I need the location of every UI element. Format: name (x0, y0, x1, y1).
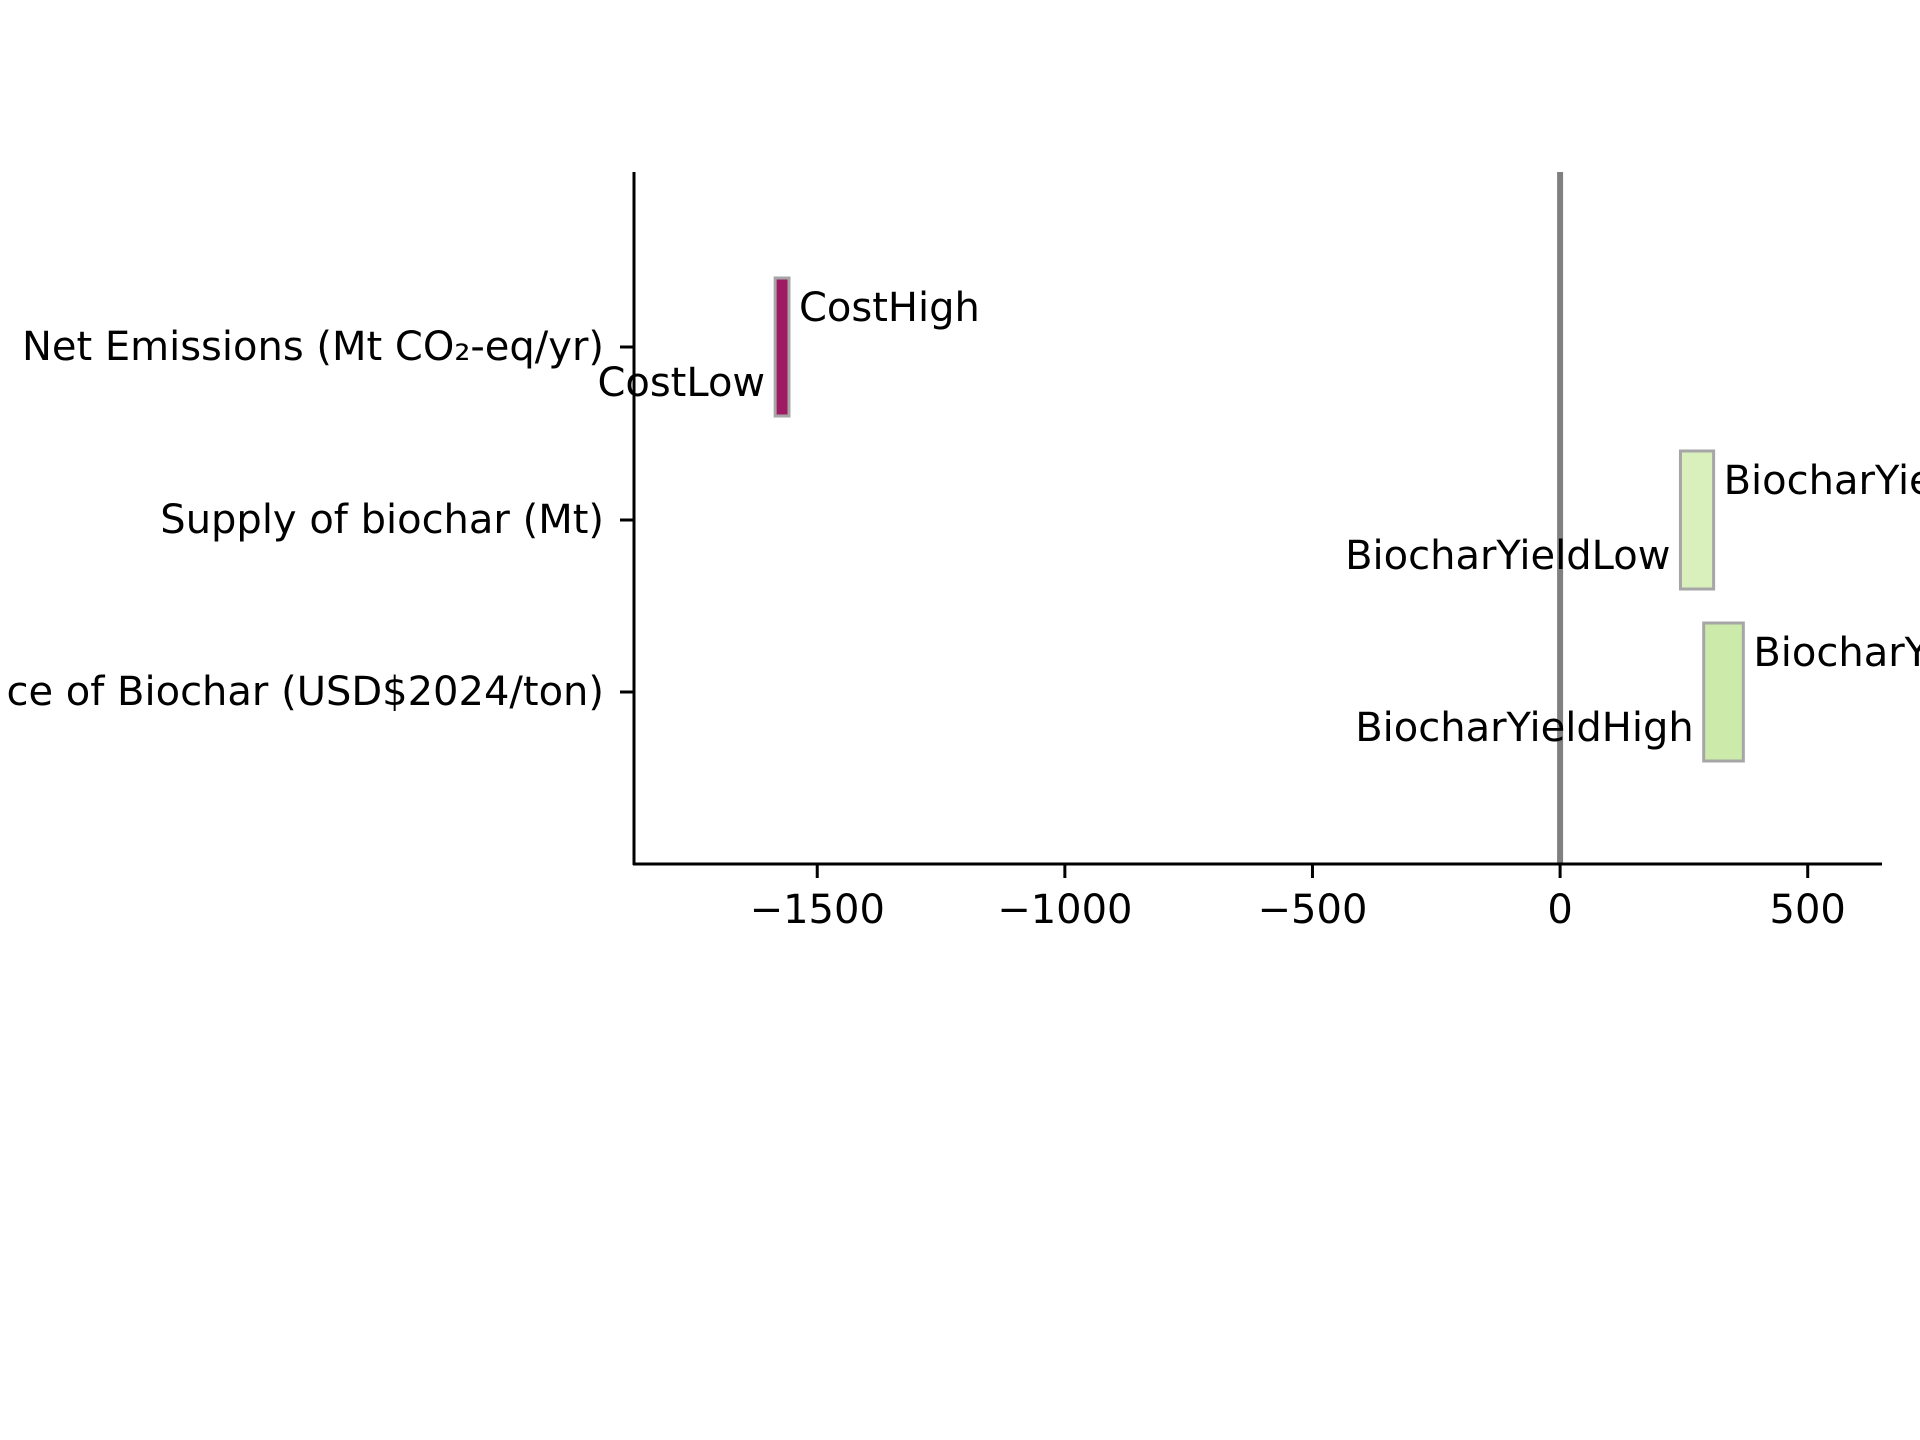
category-label-2: ce of Biochar (USD$2024/ton) (6, 669, 604, 715)
bar-low-label-1: BiocharYieldLow (1345, 533, 1670, 579)
bar-0 (773, 276, 791, 418)
category-label-1: Supply of biochar (Mt) (160, 497, 604, 543)
bar-high-label-2: BiocharY (1753, 630, 1920, 676)
x-tick-label-1: −1000 (997, 887, 1132, 933)
bar-1 (1678, 449, 1716, 591)
bar-high-label-0: CostHigh (799, 285, 980, 331)
bar-low-label-0: CostLow (597, 360, 765, 406)
x-tick-label-3: 0 (1547, 887, 1572, 933)
x-tick-label-4: 500 (1770, 887, 1846, 933)
labels-layer: CostHigh CostLow BiocharYie BiocharYieldLow… (597, 285, 1920, 751)
x-tick-label-0: −1500 (750, 887, 885, 933)
bar-low-label-2: BiocharYieldHigh (1355, 705, 1694, 751)
bar-2 (1702, 621, 1745, 763)
x-tick-label-2: −500 (1258, 887, 1368, 933)
bars-layer (773, 276, 1745, 763)
category-label-0: Net Emissions (Mt CO₂-eq/yr) (22, 324, 604, 370)
bar-high-label-1: BiocharYie (1724, 458, 1920, 504)
axes-layer: −1500 −1000 −500 0 500 Net Emissions (Mt CO₂-… (6, 172, 1882, 933)
